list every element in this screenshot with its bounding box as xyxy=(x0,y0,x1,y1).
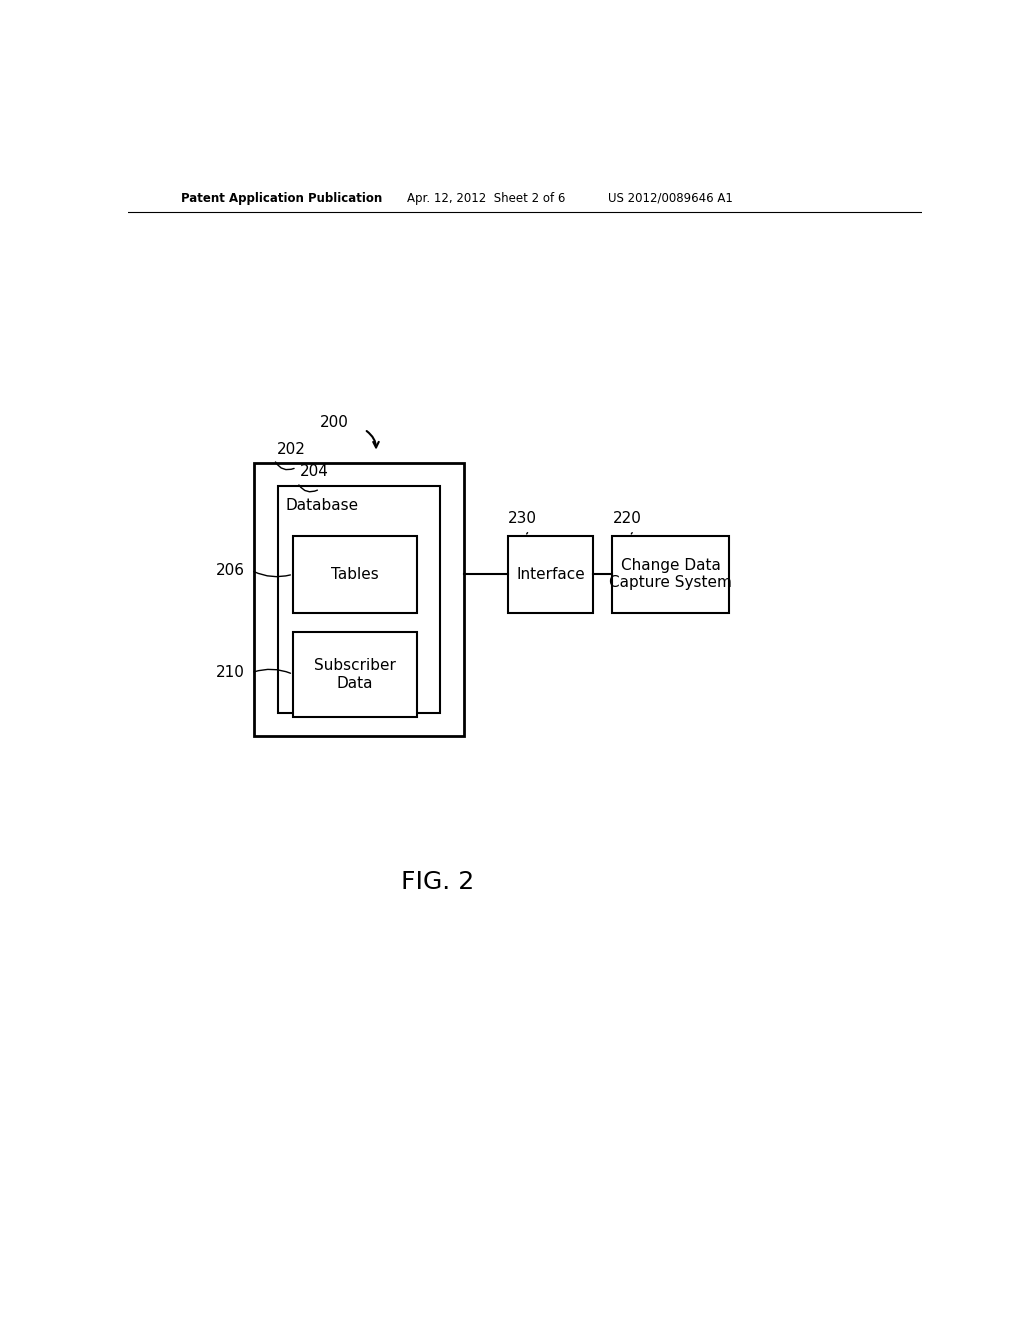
Text: Subscriber
Data: Subscriber Data xyxy=(314,659,396,690)
Text: Apr. 12, 2012  Sheet 2 of 6: Apr. 12, 2012 Sheet 2 of 6 xyxy=(407,191,565,205)
Bar xyxy=(278,486,440,713)
Text: FIG. 2: FIG. 2 xyxy=(401,870,475,894)
Bar xyxy=(254,462,464,737)
Text: Patent Application Publication: Patent Application Publication xyxy=(180,191,382,205)
Bar xyxy=(293,536,417,612)
Text: 206: 206 xyxy=(216,562,245,578)
Bar xyxy=(508,536,593,612)
Text: 210: 210 xyxy=(216,665,245,680)
Text: Change Data
Capture System: Change Data Capture System xyxy=(609,558,732,590)
Text: 204: 204 xyxy=(300,463,329,479)
Text: 220: 220 xyxy=(612,511,641,527)
Text: 230: 230 xyxy=(508,511,537,527)
Text: 200: 200 xyxy=(321,414,349,430)
Bar xyxy=(612,536,729,612)
Text: US 2012/0089646 A1: US 2012/0089646 A1 xyxy=(608,191,733,205)
Text: 202: 202 xyxy=(276,442,306,457)
Text: Database: Database xyxy=(286,498,358,513)
Text: Interface: Interface xyxy=(516,566,585,582)
Text: Tables: Tables xyxy=(331,566,379,582)
Bar xyxy=(293,632,417,717)
